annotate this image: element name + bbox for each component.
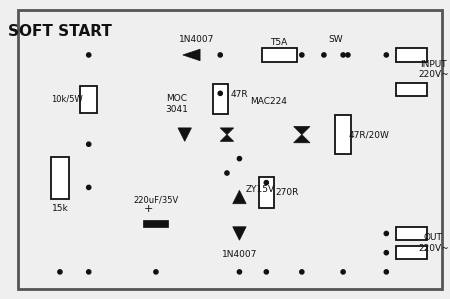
Bar (261, 48, 297, 62)
Circle shape (237, 270, 242, 274)
Polygon shape (220, 128, 234, 135)
Circle shape (300, 270, 304, 274)
Polygon shape (220, 135, 234, 141)
Text: 1N4007: 1N4007 (179, 35, 214, 44)
Bar (396, 83, 427, 96)
Circle shape (384, 231, 388, 236)
Text: MAC224: MAC224 (250, 97, 287, 106)
Text: 47R/20W: 47R/20W (349, 130, 389, 139)
Circle shape (384, 53, 388, 57)
Circle shape (237, 156, 242, 161)
Circle shape (384, 251, 388, 255)
Circle shape (346, 53, 350, 57)
Circle shape (86, 142, 91, 146)
Bar (212, 84, 228, 115)
Bar (162, 93, 278, 158)
Circle shape (384, 270, 388, 274)
Circle shape (86, 270, 91, 274)
Text: 15k: 15k (52, 204, 68, 213)
Circle shape (154, 270, 158, 274)
Circle shape (264, 181, 269, 185)
Bar (259, 177, 274, 208)
Text: INPUT
220V~: INPUT 220V~ (418, 60, 449, 79)
Circle shape (225, 171, 229, 175)
Text: OUT
220V~: OUT 220V~ (418, 234, 449, 253)
Bar (396, 227, 427, 240)
Polygon shape (294, 126, 310, 135)
Circle shape (86, 53, 91, 57)
Text: T5A: T5A (270, 38, 288, 47)
Text: 47R: 47R (230, 90, 248, 99)
Bar (80, 86, 97, 112)
Circle shape (58, 270, 62, 274)
Text: 270R: 270R (276, 188, 299, 197)
Text: +: + (144, 205, 153, 214)
Bar (396, 48, 427, 62)
Bar (51, 157, 68, 199)
Bar (335, 115, 351, 154)
Polygon shape (178, 128, 191, 141)
Circle shape (300, 53, 304, 57)
Text: 1N4007: 1N4007 (222, 250, 257, 259)
Circle shape (322, 53, 326, 57)
Text: SW: SW (328, 35, 343, 44)
Polygon shape (183, 49, 200, 61)
Polygon shape (233, 190, 246, 204)
Circle shape (218, 53, 222, 57)
Text: 10k/5W: 10k/5W (51, 94, 82, 104)
Circle shape (218, 91, 222, 95)
Circle shape (264, 270, 269, 274)
Text: ZY15V: ZY15V (246, 185, 275, 194)
Text: 220uF/35V: 220uF/35V (133, 196, 179, 205)
Polygon shape (294, 135, 310, 143)
Circle shape (341, 270, 345, 274)
Circle shape (341, 53, 345, 57)
Text: MOC
3041: MOC 3041 (166, 94, 189, 114)
Circle shape (86, 185, 91, 190)
Polygon shape (233, 227, 246, 240)
Text: SOFT START: SOFT START (8, 25, 112, 39)
Bar (396, 246, 427, 260)
Bar (144, 220, 168, 227)
